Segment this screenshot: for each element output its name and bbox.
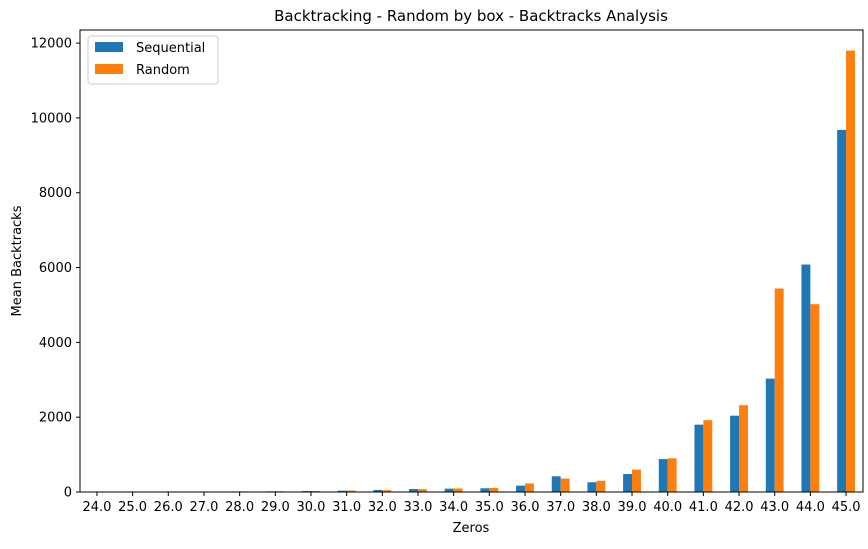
y-tick-label: 10000: [31, 111, 72, 126]
bar-sequential-43.0: [766, 379, 775, 492]
bar-random-35.0: [489, 488, 498, 492]
legend-label-random: Random: [136, 63, 190, 78]
x-tick-label: 27.0: [189, 500, 218, 515]
x-tick-label: 41.0: [689, 500, 718, 515]
x-tick-label: 26.0: [154, 500, 183, 515]
x-tick-label: 42.0: [725, 500, 754, 515]
chart-title: Backtracking - Random by box - Backtrack…: [274, 7, 668, 25]
x-tick-label: 39.0: [618, 500, 647, 515]
x-tick-label: 33.0: [404, 500, 433, 515]
x-tick-label: 45.0: [832, 500, 861, 515]
bar-sequential-42.0: [730, 416, 739, 492]
bar-sequential-38.0: [587, 482, 596, 492]
y-tick-label: 6000: [39, 261, 72, 276]
y-tick-label: 12000: [31, 37, 72, 52]
bar-sequential-40.0: [659, 459, 668, 492]
bar-random-37.0: [561, 479, 570, 492]
x-tick-label: 29.0: [261, 500, 290, 515]
y-axis-label: Mean Backtracks: [10, 205, 25, 316]
x-tick-label: 36.0: [511, 500, 540, 515]
bar-sequential-35.0: [480, 488, 489, 492]
x-axis-label: Zeros: [453, 521, 490, 536]
bar-sequential-37.0: [552, 476, 561, 492]
bar-random-43.0: [775, 288, 784, 492]
x-tick-label: 31.0: [332, 500, 361, 515]
bar-random-39.0: [632, 470, 641, 492]
bar-sequential-39.0: [623, 474, 632, 492]
x-tick-label: 44.0: [796, 500, 825, 515]
bars: [88, 51, 855, 492]
x-tick-label: 43.0: [760, 500, 789, 515]
bar-random-42.0: [739, 405, 748, 492]
bar-random-40.0: [668, 458, 677, 492]
x-tick-label: 38.0: [582, 500, 611, 515]
bar-sequential-45.0: [837, 130, 846, 492]
legend-label-sequential: Sequential: [136, 41, 205, 56]
legend-swatch-random: [95, 64, 123, 74]
bar-random-45.0: [846, 51, 855, 492]
y-axis: 0 2000 4000 6000 8000 10000 12000: [31, 37, 80, 501]
y-tick-label: 4000: [39, 336, 72, 351]
x-tick-label: 34.0: [439, 500, 468, 515]
bar-random-44.0: [810, 304, 819, 492]
bar-random-36.0: [525, 483, 534, 492]
bar-random-34.0: [454, 488, 463, 492]
bar-random-41.0: [703, 420, 712, 492]
legend-swatch-sequential: [95, 42, 123, 52]
x-axis: 24.0 25.0 26.0 27.0 28.0 29.0 30.0 31.0 32.0 33.0…: [82, 492, 860, 515]
y-tick-label: 8000: [39, 186, 72, 201]
x-tick-label: 24.0: [82, 500, 111, 515]
x-tick-label: 28.0: [225, 500, 254, 515]
y-tick-label: 2000: [39, 411, 72, 426]
x-tick-label: 32.0: [368, 500, 397, 515]
bar-random-38.0: [596, 481, 605, 492]
x-tick-label: 30.0: [296, 500, 325, 515]
x-tick-label: 25.0: [118, 500, 147, 515]
y-tick-label: 0: [64, 486, 72, 501]
x-tick-label: 40.0: [653, 500, 682, 515]
x-tick-label: 35.0: [475, 500, 504, 515]
legend: Sequential Random: [88, 36, 218, 84]
bar-sequential-36.0: [516, 486, 525, 492]
bar-sequential-34.0: [445, 489, 454, 492]
bar-sequential-44.0: [801, 265, 810, 492]
bar-sequential-41.0: [694, 425, 703, 492]
x-tick-label: 37.0: [546, 500, 575, 515]
